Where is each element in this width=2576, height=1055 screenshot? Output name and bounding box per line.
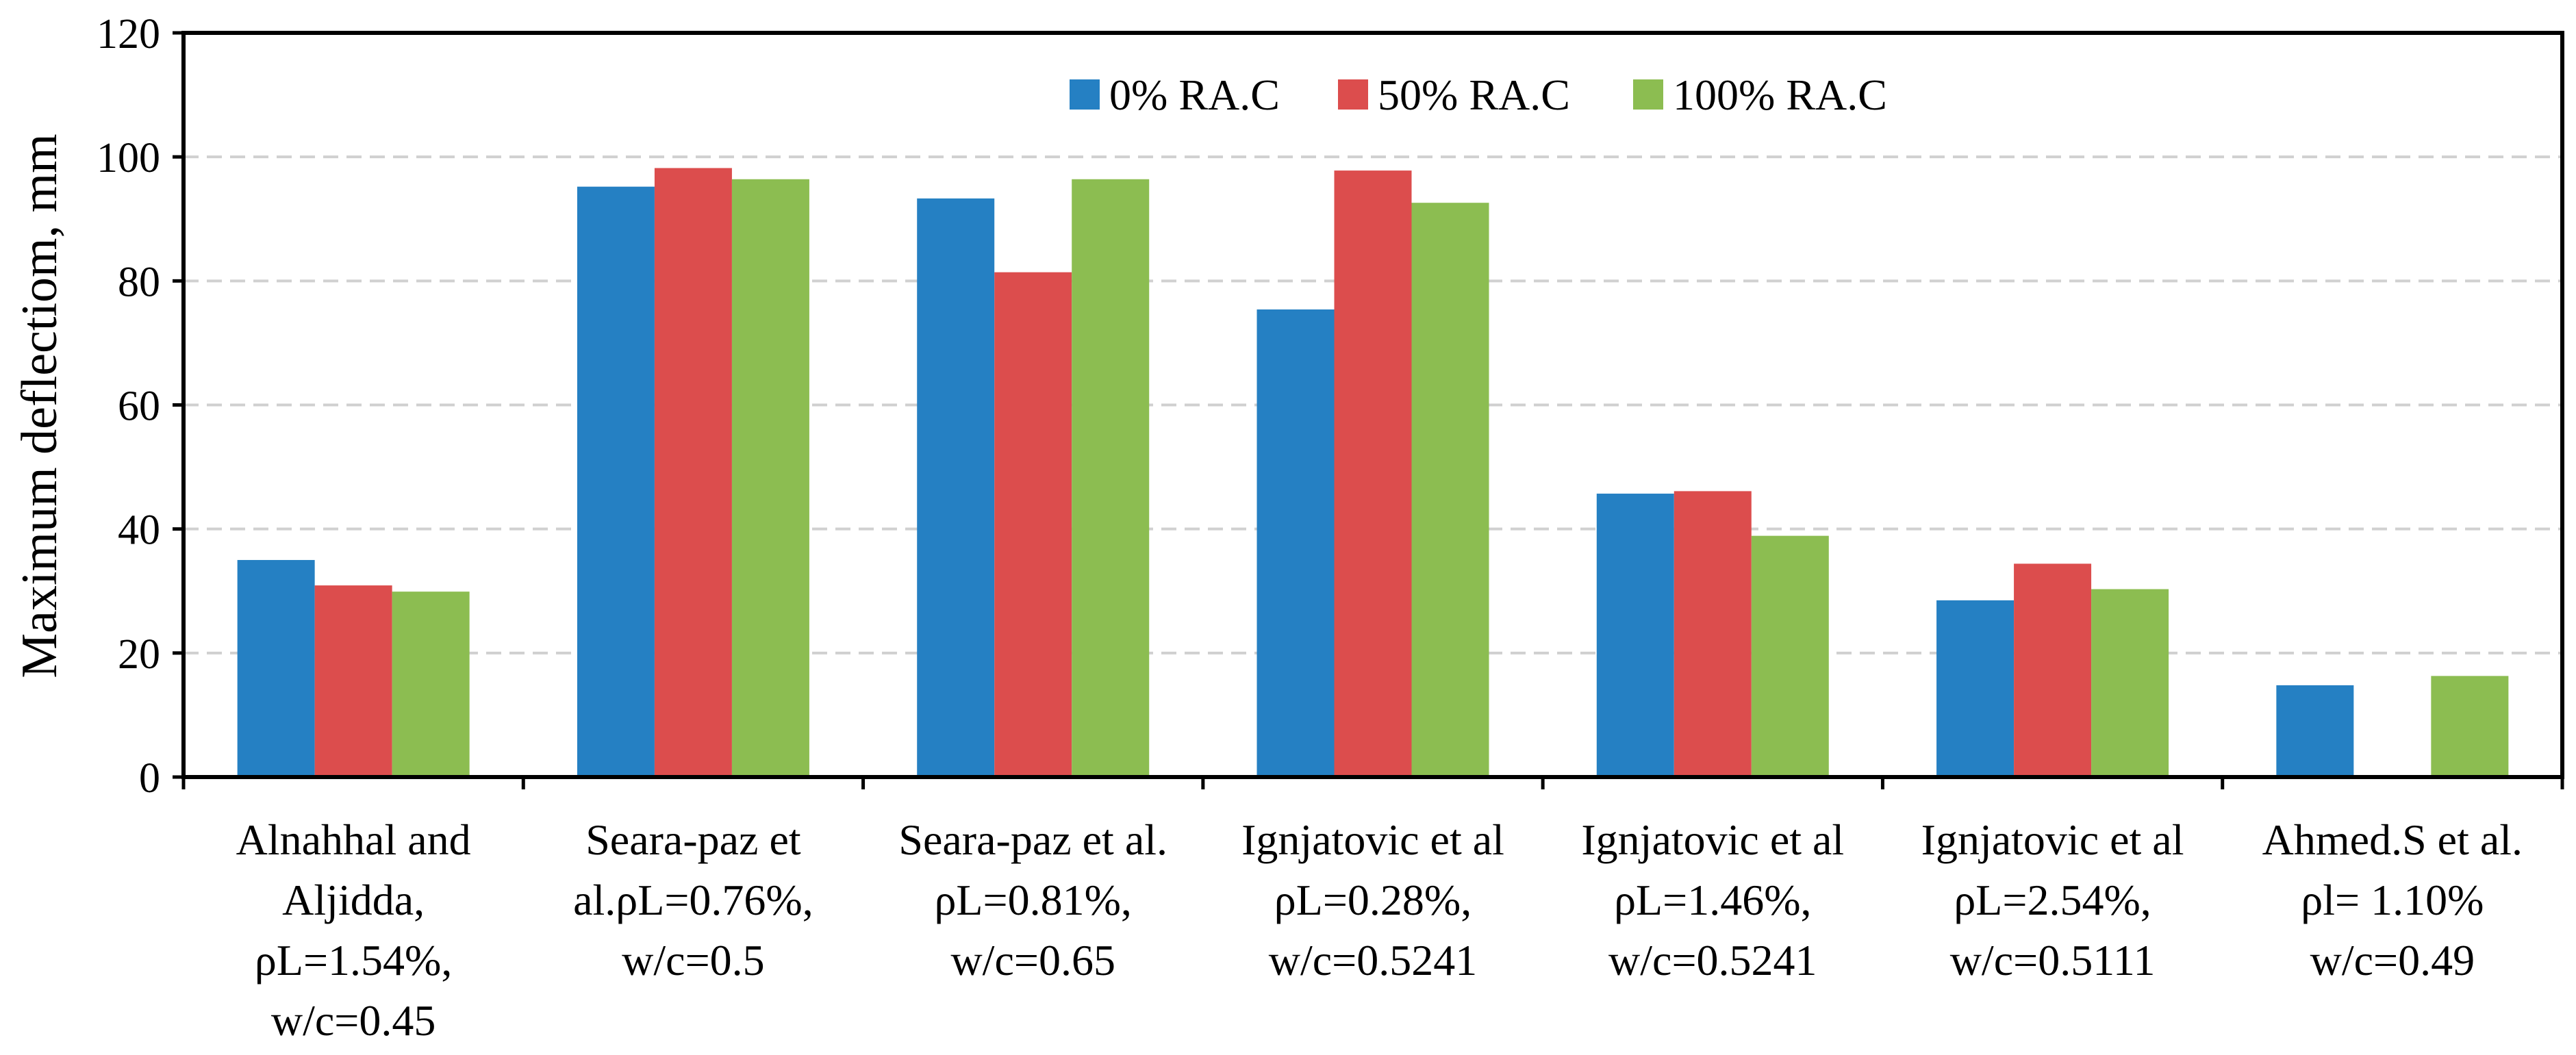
legend-label: 0% RA.C [1109,71,1280,119]
bar [2091,589,2169,777]
x-category-label: Alnahhal and Aljidda, ρL=1.54%, w/c=0.45 [236,815,471,1045]
legend-label: 100% RA.C [1673,71,1887,119]
y-tick-label: 100 [97,135,160,181]
y-tick-label: 40 [118,507,160,554]
axes [173,31,2564,789]
y-axis-label: Maximum deflectiom, mm [12,134,68,678]
bar [1751,535,1829,777]
legend-swatch [1338,79,1368,110]
bar [1257,309,1335,777]
y-tick-label: 20 [118,631,160,678]
x-category-label: Ahmed.S et al. ρl= 1.10% w/c=0.49 [2262,815,2523,984]
bar [1674,491,1752,777]
y-tick-labels: 0 20 40 60 80 100 120 [97,11,160,802]
y-tick-label: 0 [139,755,160,802]
bar [237,559,315,777]
bar [1596,494,1674,777]
y-tick-label: 60 [118,383,160,430]
bar [654,168,732,777]
bar [392,592,470,777]
legend-label: 50% RA.C [1378,71,1570,119]
x-category-label: Seara-paz et al. ρL=0.81%, w/c=0.65 [898,815,1167,984]
bar [2014,563,2092,777]
bar [314,585,392,777]
bar [731,179,809,777]
y-tick-label: 120 [97,11,160,58]
bar [1072,179,1150,777]
legend-swatch [1633,79,1663,110]
legend: 0% RA.C 50% RA.C 100% RA.C [1070,71,1887,119]
x-category-label: Ignjatovic et al ρL=1.46%, w/c=0.5241 [1581,815,1844,984]
x-category-label: Seara-paz et al.ρL=0.76%, w/c=0.5 [573,815,813,984]
x-category-labels: Alnahhal and Aljidda, ρL=1.54%, w/c=0.45 Sea… [236,815,2523,1045]
bar [2276,685,2354,777]
bar [577,186,655,777]
bar [994,272,1072,777]
bars [237,168,2509,778]
bar [2431,676,2509,777]
bar [1411,203,1489,777]
bar [1936,600,2015,777]
x-category-label: Ignjatovic et al ρL=0.28%, w/c=0.5241 [1241,815,1504,984]
y-tick-label: 80 [118,259,160,305]
bar [917,198,995,777]
legend-swatch [1070,79,1100,110]
bar [1334,170,1412,778]
x-category-label: Ignjatovic et al ρL=2.54%, w/c=0.5111 [1921,815,2184,984]
